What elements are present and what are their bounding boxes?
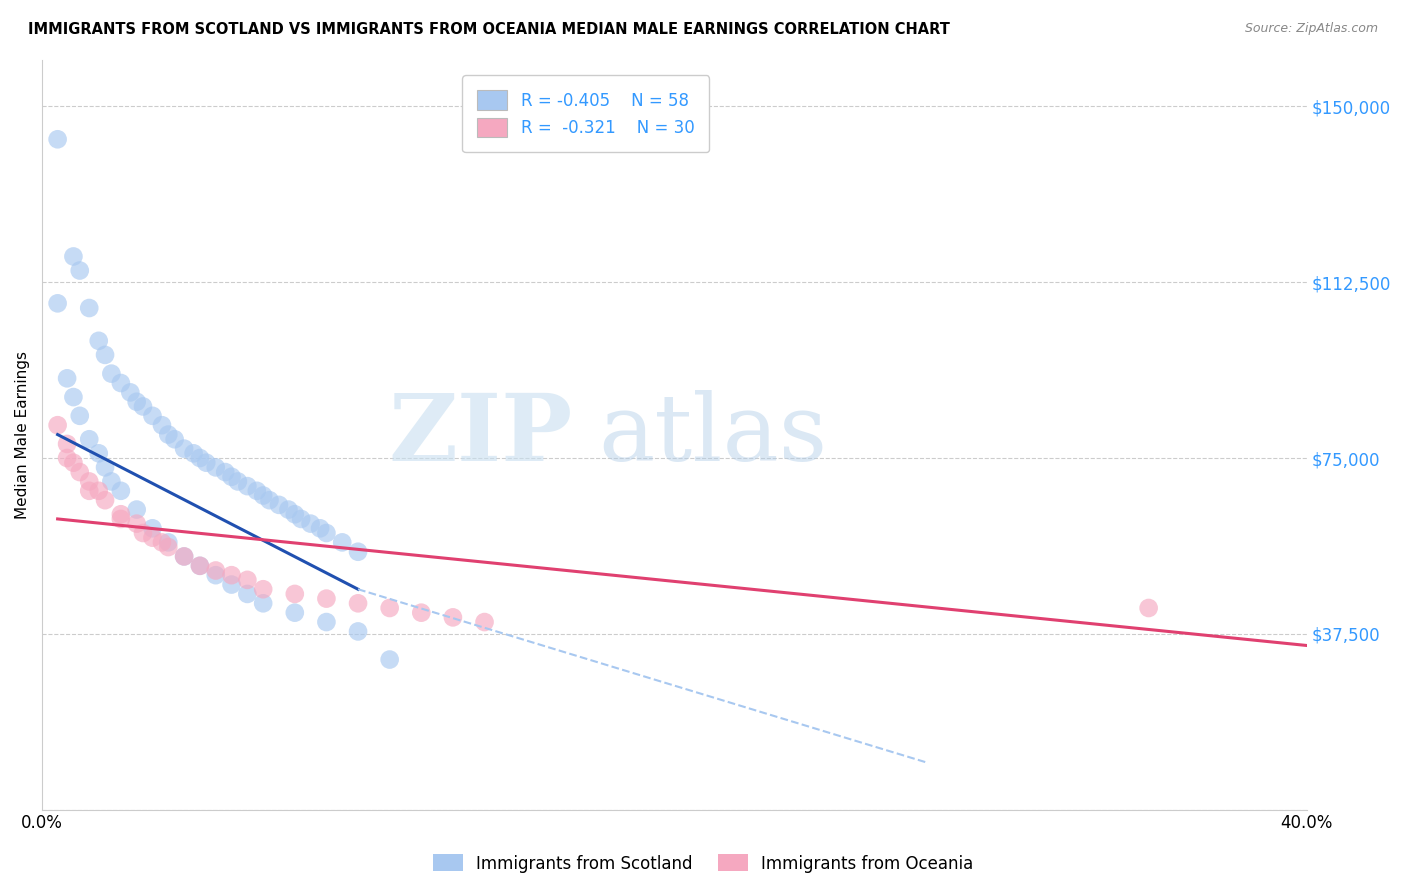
Point — [221, 577, 243, 591]
Point — [195, 456, 218, 470]
Point — [125, 516, 148, 531]
Point — [125, 502, 148, 516]
Point — [56, 437, 79, 451]
Point — [309, 521, 332, 535]
Point — [188, 558, 211, 573]
Point — [125, 394, 148, 409]
Point — [441, 610, 464, 624]
Point — [77, 301, 100, 315]
Point — [141, 531, 163, 545]
Text: IMMIGRANTS FROM SCOTLAND VS IMMIGRANTS FROM OCEANIA MEDIAN MALE EARNINGS CORRELA: IMMIGRANTS FROM SCOTLAND VS IMMIGRANTS F… — [28, 22, 950, 37]
Point — [277, 502, 299, 516]
Point — [267, 498, 290, 512]
Point — [188, 450, 211, 465]
Point — [236, 587, 259, 601]
Point — [110, 376, 132, 390]
Point — [62, 390, 84, 404]
Point — [62, 456, 84, 470]
Point — [87, 446, 110, 460]
Point — [77, 483, 100, 498]
Point — [173, 549, 195, 564]
Point — [62, 250, 84, 264]
Point — [284, 587, 307, 601]
Point — [204, 568, 226, 582]
Point — [69, 263, 91, 277]
Point — [347, 545, 370, 559]
Point — [204, 564, 226, 578]
Point — [173, 442, 195, 456]
Point — [246, 483, 269, 498]
Point — [56, 450, 79, 465]
Point — [110, 483, 132, 498]
Point — [188, 558, 211, 573]
Point — [474, 615, 496, 629]
Point — [77, 432, 100, 446]
Point — [46, 418, 69, 433]
Point — [120, 385, 142, 400]
Point — [157, 427, 180, 442]
Point — [284, 508, 307, 522]
Point — [94, 460, 117, 475]
Point — [77, 475, 100, 489]
Point — [157, 535, 180, 549]
Point — [252, 488, 274, 502]
Point — [236, 479, 259, 493]
Point — [330, 535, 353, 549]
Point — [46, 132, 69, 146]
Point — [141, 521, 163, 535]
Point — [259, 493, 281, 508]
Point — [411, 606, 433, 620]
Y-axis label: Median Male Earnings: Median Male Earnings — [15, 351, 30, 518]
Point — [347, 624, 370, 639]
Point — [378, 601, 401, 615]
Point — [163, 432, 186, 446]
Point — [100, 367, 122, 381]
Point — [100, 475, 122, 489]
Point — [378, 652, 401, 666]
Text: Source: ZipAtlas.com: Source: ZipAtlas.com — [1244, 22, 1378, 36]
Legend: R = -0.405    N = 58, R =  -0.321    N = 30: R = -0.405 N = 58, R = -0.321 N = 30 — [463, 76, 709, 153]
Point — [94, 348, 117, 362]
Point — [347, 596, 370, 610]
Point — [150, 535, 173, 549]
Text: ZIP: ZIP — [389, 390, 574, 480]
Point — [315, 591, 337, 606]
Point — [284, 606, 307, 620]
Point — [141, 409, 163, 423]
Point — [221, 469, 243, 483]
Point — [110, 508, 132, 522]
Point — [69, 409, 91, 423]
Point — [290, 512, 312, 526]
Point — [315, 615, 337, 629]
Point — [236, 573, 259, 587]
Point — [183, 446, 205, 460]
Point — [87, 334, 110, 348]
Point — [87, 483, 110, 498]
Point — [94, 493, 117, 508]
Point — [157, 540, 180, 554]
Point — [173, 549, 195, 564]
Point — [110, 512, 132, 526]
Point — [299, 516, 322, 531]
Point — [221, 568, 243, 582]
Point — [56, 371, 79, 385]
Point — [150, 418, 173, 433]
Point — [69, 465, 91, 479]
Point — [46, 296, 69, 310]
Legend: Immigrants from Scotland, Immigrants from Oceania: Immigrants from Scotland, Immigrants fro… — [426, 847, 980, 880]
Point — [315, 526, 337, 541]
Point — [132, 526, 155, 541]
Point — [1137, 601, 1160, 615]
Point — [214, 465, 236, 479]
Point — [252, 582, 274, 597]
Point — [204, 460, 226, 475]
Point — [252, 596, 274, 610]
Point — [132, 400, 155, 414]
Text: atlas: atlas — [599, 390, 828, 480]
Point — [226, 475, 249, 489]
